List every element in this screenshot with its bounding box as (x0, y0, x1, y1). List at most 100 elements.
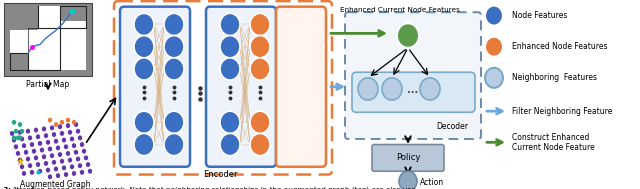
Circle shape (40, 148, 44, 153)
Circle shape (164, 13, 184, 36)
Circle shape (18, 122, 22, 127)
Circle shape (30, 170, 34, 175)
Circle shape (164, 58, 184, 80)
Circle shape (18, 135, 22, 140)
Bar (4, 3, 92, 76)
Bar (10, 5, 86, 70)
Circle shape (62, 165, 66, 170)
Circle shape (76, 156, 80, 161)
Circle shape (44, 133, 48, 138)
Circle shape (64, 144, 68, 149)
Circle shape (30, 142, 34, 147)
Circle shape (164, 133, 184, 156)
Circle shape (14, 129, 18, 134)
Circle shape (60, 120, 64, 125)
Text: Attention-based policy network. Note that neighboring relationships in the augme: Attention-based policy network. Note tha… (11, 187, 415, 189)
Circle shape (50, 125, 54, 130)
Circle shape (164, 111, 184, 133)
Circle shape (134, 58, 154, 80)
Circle shape (134, 111, 154, 133)
Circle shape (46, 168, 50, 173)
Circle shape (42, 154, 46, 159)
Text: Filter Neighboring Feature: Filter Neighboring Feature (512, 107, 612, 116)
Circle shape (52, 160, 56, 165)
Circle shape (10, 131, 14, 136)
Circle shape (24, 150, 28, 155)
FancyBboxPatch shape (206, 7, 276, 167)
Circle shape (48, 174, 52, 179)
FancyBboxPatch shape (276, 7, 326, 167)
Circle shape (56, 145, 60, 150)
Circle shape (82, 149, 86, 154)
Circle shape (58, 152, 62, 157)
Circle shape (12, 138, 16, 143)
Circle shape (70, 136, 74, 141)
Bar (10, 53, 28, 70)
Circle shape (78, 135, 82, 140)
Circle shape (399, 171, 417, 189)
Circle shape (52, 132, 56, 137)
Circle shape (58, 124, 62, 129)
Circle shape (68, 158, 72, 163)
FancyBboxPatch shape (120, 7, 190, 167)
Circle shape (26, 129, 30, 134)
Circle shape (16, 151, 20, 156)
Text: Node Features: Node Features (512, 11, 568, 20)
Text: Neighboring  Features: Neighboring Features (512, 73, 597, 82)
FancyBboxPatch shape (372, 145, 444, 171)
Circle shape (88, 169, 92, 174)
Bar (10, 5, 38, 30)
Circle shape (250, 58, 270, 80)
Circle shape (18, 130, 22, 135)
Text: Policy: Policy (396, 153, 420, 162)
Circle shape (28, 163, 32, 168)
Circle shape (72, 120, 76, 125)
Circle shape (382, 78, 402, 100)
Circle shape (16, 135, 20, 140)
Circle shape (220, 36, 240, 58)
Text: Enhanced Current Node Features: Enhanced Current Node Features (340, 7, 460, 13)
Circle shape (54, 167, 58, 171)
Circle shape (66, 123, 70, 128)
Circle shape (48, 118, 52, 122)
Circle shape (420, 78, 440, 100)
Circle shape (28, 135, 32, 140)
Circle shape (134, 36, 154, 58)
Circle shape (42, 126, 46, 131)
Circle shape (134, 13, 154, 36)
Circle shape (66, 118, 70, 122)
Circle shape (62, 138, 66, 143)
Circle shape (64, 172, 68, 177)
Circle shape (86, 162, 90, 167)
Circle shape (20, 129, 24, 134)
Circle shape (22, 171, 26, 176)
Text: ...: ... (408, 85, 419, 95)
Circle shape (220, 133, 240, 156)
Circle shape (50, 153, 54, 158)
Circle shape (44, 161, 48, 166)
Circle shape (250, 111, 270, 133)
Circle shape (54, 139, 58, 144)
Circle shape (38, 169, 42, 174)
Circle shape (220, 111, 240, 133)
Circle shape (20, 136, 24, 141)
Circle shape (74, 122, 78, 127)
Circle shape (164, 36, 184, 58)
Text: 3:: 3: (3, 187, 13, 189)
Circle shape (18, 158, 22, 163)
Circle shape (80, 142, 84, 147)
Circle shape (56, 173, 60, 178)
Circle shape (60, 131, 64, 136)
Text: Decoder: Decoder (436, 122, 468, 131)
Circle shape (34, 155, 38, 160)
Circle shape (46, 140, 50, 145)
Circle shape (250, 13, 270, 36)
Circle shape (74, 150, 78, 155)
Circle shape (220, 13, 240, 36)
Circle shape (72, 171, 76, 176)
Circle shape (485, 37, 503, 57)
Text: Action: Action (420, 178, 444, 187)
Circle shape (22, 143, 26, 148)
Text: Construct Enhanced
Current Node Feature: Construct Enhanced Current Node Feature (512, 133, 595, 152)
Circle shape (84, 155, 88, 160)
